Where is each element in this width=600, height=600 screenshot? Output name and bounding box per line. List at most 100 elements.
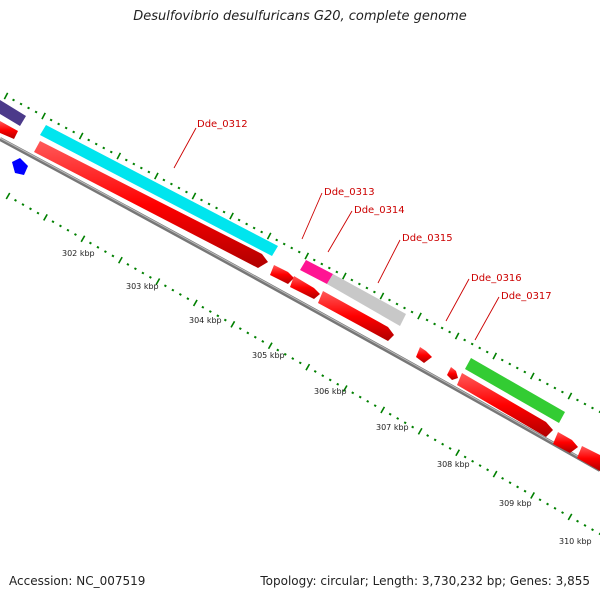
tick-top-minor-tick xyxy=(515,366,519,370)
tick-top-minor-tick xyxy=(440,326,444,330)
gene-label-dde-0314: Dde_0314 xyxy=(354,205,405,216)
tick-bottom-minor-tick xyxy=(246,331,250,335)
gene-label-dde-0312: Dde_0312 xyxy=(197,119,248,130)
tick-bottom-minor-tick xyxy=(358,395,362,399)
tick-bottom-minor-tick xyxy=(126,263,130,266)
tick-bottom-major-tick xyxy=(43,213,48,221)
tick-top-minor-tick xyxy=(245,222,249,226)
tick-bottom-minor-tick xyxy=(388,412,392,416)
tick-bottom-minor-tick xyxy=(29,207,32,211)
cds-arrow-dde-0312 xyxy=(34,141,268,268)
map-title: Desulfovibrio desulfuricans G20, complet… xyxy=(133,9,467,24)
tick-top-major-tick xyxy=(266,232,272,240)
tick-top-minor-tick xyxy=(403,306,406,310)
tick-bottom-major-tick xyxy=(342,385,348,392)
tick-bottom-minor-tick xyxy=(148,275,152,279)
tick-bottom-minor-tick xyxy=(66,228,70,232)
tick-top-minor-tick xyxy=(478,346,482,350)
tick-top-minor-tick xyxy=(237,218,241,222)
tick-bottom-minor-tick xyxy=(298,361,302,365)
kbp-label-306: 306 kbp xyxy=(314,387,347,396)
tick-top-major-tick xyxy=(78,132,84,140)
tick-top-minor-tick xyxy=(365,286,369,290)
cds-arrow-next xyxy=(553,432,578,453)
tick-bottom-minor-tick xyxy=(291,357,295,360)
gene-label-dde-0316: Dde_0316 xyxy=(471,273,522,284)
feature-gray-dde-0314 xyxy=(327,274,406,326)
cds-arrow-right-edge xyxy=(577,446,600,471)
feature-magenta-dde-0313 xyxy=(300,260,333,284)
tick-row-bottom xyxy=(5,192,600,536)
tick-top-minor-tick xyxy=(207,202,211,206)
tick-bottom-minor-tick xyxy=(576,519,579,523)
tick-bottom-major-tick xyxy=(417,427,423,435)
tick-bottom-minor-tick xyxy=(216,314,220,318)
tick-bottom-minor-tick xyxy=(448,447,452,450)
tick-top-minor-tick xyxy=(463,338,467,342)
tick-top-major-tick xyxy=(454,332,460,340)
tick-bottom-minor-tick xyxy=(111,254,115,258)
tick-top-minor-tick xyxy=(162,178,166,182)
tick-bottom-minor-tick xyxy=(51,220,55,224)
tick-bottom-minor-tick xyxy=(133,267,137,271)
tick-top-minor-tick xyxy=(290,246,294,250)
tick-bottom-minor-tick xyxy=(583,524,587,527)
tick-top-minor-tick xyxy=(252,226,256,230)
tick-bottom-major-tick xyxy=(155,278,161,286)
tick-top-minor-tick xyxy=(388,298,391,302)
tick-top-major-tick xyxy=(567,392,573,400)
cds-arrow-dde-0314 xyxy=(290,276,320,299)
tick-bottom-minor-tick xyxy=(223,318,227,322)
tick-bottom-minor-tick xyxy=(486,468,490,472)
tick-bottom-minor-tick xyxy=(178,292,182,296)
tick-top-minor-tick xyxy=(335,270,339,274)
tick-bottom-minor-tick xyxy=(523,489,527,493)
kbp-label-303: 303 kbp xyxy=(126,282,159,291)
tick-top-minor-tick xyxy=(545,382,549,386)
tick-bottom-minor-tick xyxy=(433,438,437,442)
tick-top-major-tick xyxy=(229,212,234,220)
tick-top-minor-tick xyxy=(260,230,264,234)
cds-arrow-dde-0317 xyxy=(457,373,553,437)
kbp-label-308: 308 kbp xyxy=(437,460,470,469)
tick-top-minor-tick xyxy=(500,358,504,362)
tick-top-major-tick xyxy=(342,272,347,280)
tick-bottom-major-tick xyxy=(230,320,236,328)
tick-top-minor-tick xyxy=(87,138,91,142)
feature-cyan-dde-0312 xyxy=(40,125,278,256)
tick-top-minor-tick xyxy=(320,262,324,266)
tick-bottom-minor-tick xyxy=(403,421,407,425)
tick-bottom-minor-tick xyxy=(201,305,205,309)
tick-top-minor-tick xyxy=(583,402,587,406)
tick-bottom-minor-tick xyxy=(366,399,370,403)
tick-top-minor-tick xyxy=(132,162,136,166)
gene-label-dde-0313: Dde_0313 xyxy=(324,187,375,198)
tick-top-minor-tick xyxy=(27,106,30,110)
tick-top-minor-tick xyxy=(576,398,579,402)
tick-top-major-tick xyxy=(417,312,422,320)
tick-top-minor-tick xyxy=(297,250,301,254)
tick-top-major-tick xyxy=(379,292,385,300)
genome-backbone-highlight xyxy=(0,137,600,470)
tick-top-minor-tick xyxy=(282,242,286,246)
tick-bottom-minor-tick xyxy=(441,442,445,446)
tick-top-minor-tick xyxy=(553,386,557,390)
tick-bottom-minor-tick xyxy=(96,245,100,249)
cds-arrow-dde-0316 xyxy=(416,347,432,363)
tick-bottom-minor-tick xyxy=(253,335,257,339)
tick-top-minor-tick xyxy=(470,342,474,346)
tick-top-minor-tick xyxy=(425,318,429,322)
tick-top-major-tick xyxy=(154,172,159,180)
tick-top-minor-tick xyxy=(109,150,113,154)
tick-top-major-tick xyxy=(304,252,310,260)
kbp-label-309: 309 kbp xyxy=(499,499,532,508)
tick-top-minor-tick xyxy=(433,322,437,326)
tick-top-major-tick xyxy=(41,112,46,120)
tick-bottom-minor-tick xyxy=(21,203,25,206)
tick-row-top xyxy=(3,92,600,414)
feature-blue xyxy=(12,158,28,175)
tick-top-minor-tick xyxy=(34,110,38,114)
kbp-label-302: 302 kbp xyxy=(62,249,95,258)
tick-top-minor-tick xyxy=(57,122,61,126)
